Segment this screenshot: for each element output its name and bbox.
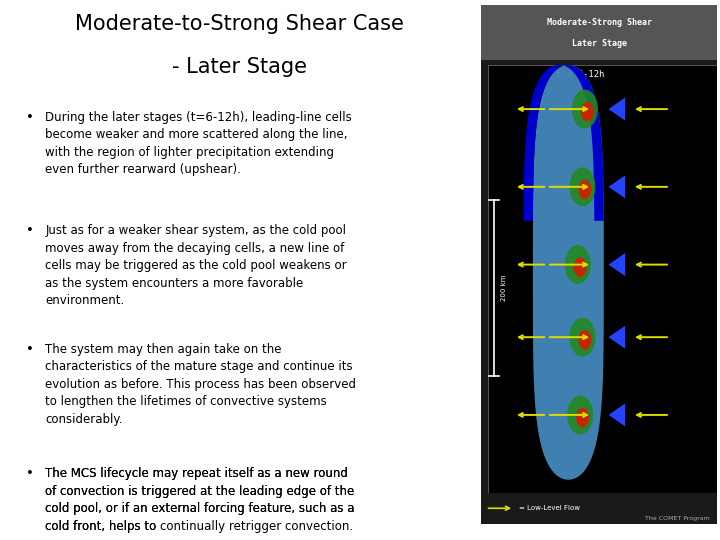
Text: Later Stage: Later Stage [572,39,626,48]
Ellipse shape [578,330,591,349]
Text: Moderate-Strong Shear: Moderate-Strong Shear [546,18,652,28]
Ellipse shape [581,102,594,122]
Ellipse shape [578,180,591,199]
Ellipse shape [567,395,593,434]
Text: The MCS lifecycle may repeat itself as a new round
of convection is triggered at: The MCS lifecycle may repeat itself as a… [45,467,355,532]
Ellipse shape [576,408,589,427]
Text: The MCS lifecycle may repeat itself as a new round
of convection is triggered at: The MCS lifecycle may repeat itself as a… [45,467,355,532]
Polygon shape [608,326,625,349]
Text: = Low-Level Flow: = Low-Level Flow [518,505,580,511]
Text: •: • [27,111,35,124]
Bar [481,5,717,60]
Polygon shape [608,253,625,276]
Polygon shape [608,98,625,120]
Text: 200 km: 200 km [501,275,507,301]
Text: t = 6-12h: t = 6-12h [556,70,604,79]
Polygon shape [608,403,625,427]
Text: The MCS lifecycle may repeat itself as a new round
of convection is triggered at: The MCS lifecycle may repeat itself as a… [45,467,355,532]
Polygon shape [523,65,603,221]
Ellipse shape [570,318,595,356]
Ellipse shape [574,258,587,277]
Ellipse shape [564,245,591,284]
Text: The system may then again take on the
characteristics of the mature stage and co: The system may then again take on the ch… [45,343,356,426]
Text: •: • [27,224,35,237]
Bar [481,492,717,524]
Text: The COMET Program: The COMET Program [645,516,710,521]
Ellipse shape [570,167,595,206]
Text: - Later Stage: - Later Stage [172,57,307,77]
Text: •: • [27,343,35,356]
Text: •: • [27,467,35,480]
Polygon shape [608,176,625,198]
Text: Moderate-to-Strong Shear Case: Moderate-to-Strong Shear Case [75,14,404,33]
Polygon shape [533,65,604,480]
Bar [488,65,717,492]
Text: During the later stages (t=6-12h), leading-line cells
become weaker and more sca: During the later stages (t=6-12h), leadi… [45,111,352,176]
Ellipse shape [572,90,598,129]
Text: Just as for a weaker shear system, as the cold pool
moves away from the decaying: Just as for a weaker shear system, as th… [45,224,347,307]
